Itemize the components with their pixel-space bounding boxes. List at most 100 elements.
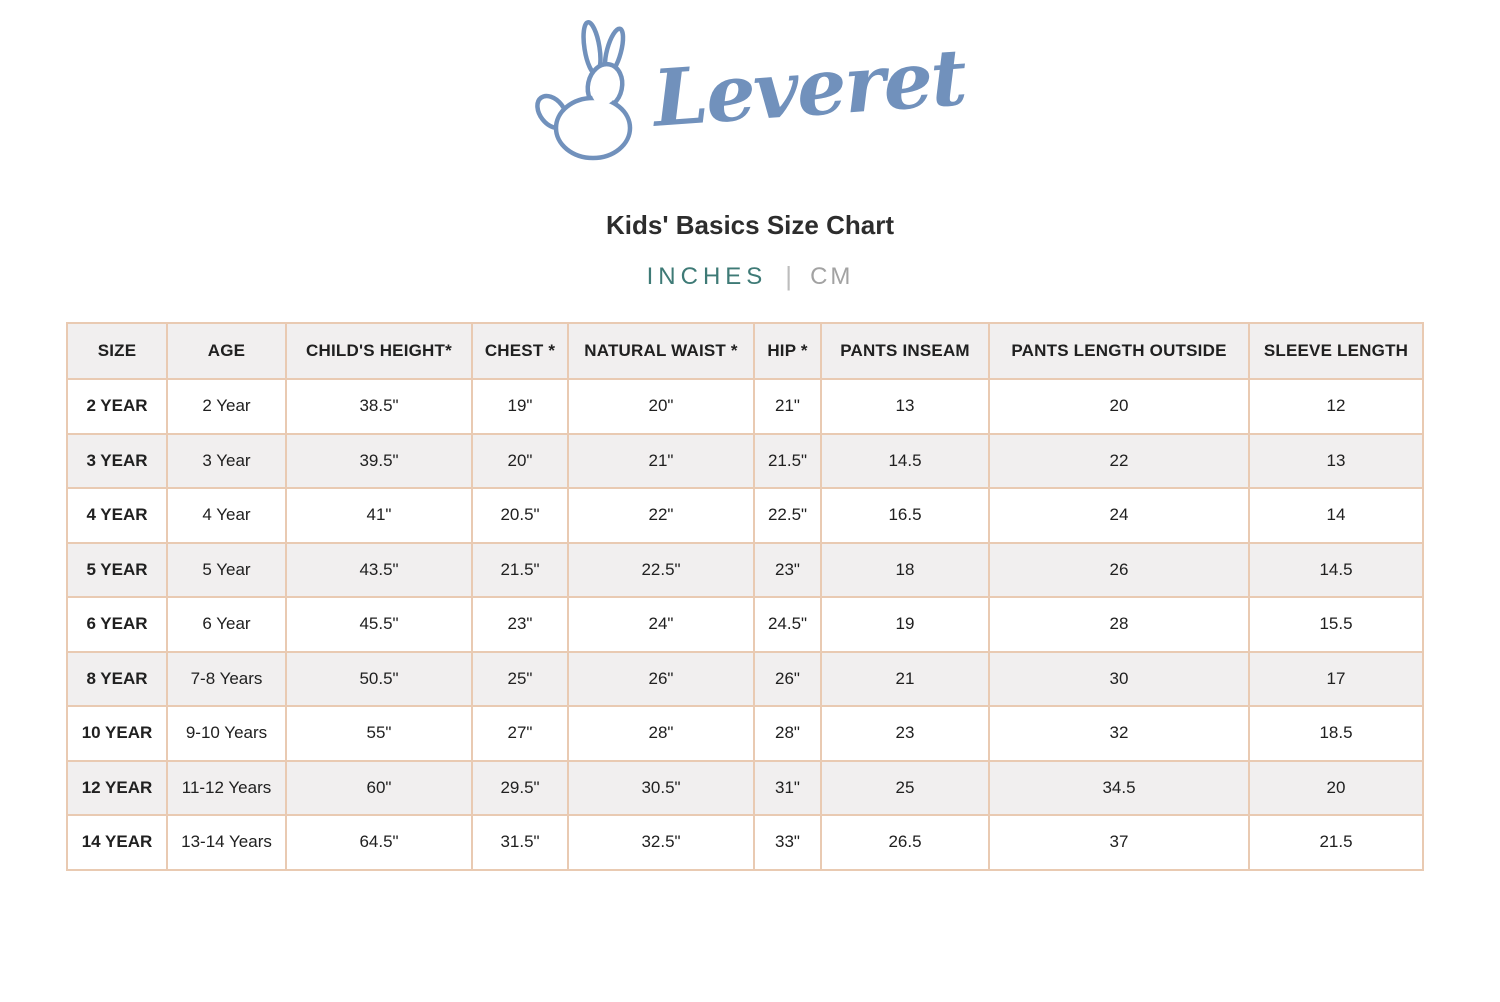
- table-cell: 13: [1248, 432, 1424, 489]
- unit-option-cm[interactable]: CM: [810, 262, 854, 290]
- table-cell: 21.5": [471, 541, 569, 598]
- table-cell: 5 Year: [166, 541, 287, 598]
- table-cell: 15.5: [1248, 596, 1424, 653]
- column-header: CHEST *: [471, 322, 569, 380]
- table-cell: 22.5": [753, 487, 822, 544]
- table-cell: 18: [820, 541, 990, 598]
- table-cell: 55": [285, 705, 473, 762]
- table-cell: 26.5: [820, 814, 990, 871]
- table-cell: 37: [988, 814, 1250, 871]
- table-row: 4 YEAR 4 Year 41" 20.5" 22" 22.5" 16.5 24 14: [66, 487, 1424, 544]
- size-cell: 10 YEAR: [66, 705, 168, 762]
- table-cell: 22: [988, 432, 1250, 489]
- size-cell: 4 YEAR: [66, 487, 168, 544]
- table-row: 5 YEAR 5 Year 43.5" 21.5" 22.5" 23" 18 26 14.5: [66, 541, 1424, 598]
- column-header: NATURAL WAIST *: [567, 322, 755, 380]
- table-cell: 12: [1248, 378, 1424, 435]
- unit-toggle: INCHES | CM: [0, 261, 1500, 292]
- table-cell: 21.5: [1248, 814, 1424, 871]
- table-cell: 33": [753, 814, 822, 871]
- table-cell: 20": [471, 432, 569, 489]
- table-cell: 22.5": [567, 541, 755, 598]
- page-title: Kids' Basics Size Chart: [606, 210, 894, 240]
- table-cell: 43.5": [285, 541, 473, 598]
- table-cell: 30: [988, 650, 1250, 707]
- size-cell: 2 YEAR: [66, 378, 168, 435]
- table-cell: 64.5": [285, 814, 473, 871]
- size-chart-section: SIZE AGE CHILD'S HEIGHT* CHEST * NATURAL WAI…: [66, 322, 1500, 871]
- column-header: SIZE: [66, 322, 168, 380]
- table-cell: 14.5: [820, 432, 990, 489]
- table-cell: 23: [820, 705, 990, 762]
- table-row: 6 YEAR 6 Year 45.5" 23" 24" 24.5" 19 28 15.5: [66, 596, 1424, 653]
- table-cell: 20.5": [471, 487, 569, 544]
- table-cell: 16.5: [820, 487, 990, 544]
- size-cell: 5 YEAR: [66, 541, 168, 598]
- table-row: 2 YEAR 2 Year 38.5" 19" 20" 21" 13 20 12: [66, 378, 1424, 435]
- table-cell: 14.5: [1248, 541, 1424, 598]
- table-cell: 41": [285, 487, 473, 544]
- column-header: AGE: [166, 322, 287, 380]
- table-cell: 32: [988, 705, 1250, 762]
- size-table-head: SIZE AGE CHILD'S HEIGHT* CHEST * NATURAL WAI…: [66, 322, 1424, 380]
- size-cell: 14 YEAR: [66, 814, 168, 871]
- table-cell: 27": [471, 705, 569, 762]
- table-cell: 45.5": [285, 596, 473, 653]
- size-cell: 12 YEAR: [66, 759, 168, 816]
- table-cell: 39.5": [285, 432, 473, 489]
- table-cell: 25": [471, 650, 569, 707]
- table-cell: 60": [285, 759, 473, 816]
- table-cell: 14: [1248, 487, 1424, 544]
- table-cell: 28": [567, 705, 755, 762]
- table-cell: 25: [820, 759, 990, 816]
- table-cell: 34.5: [988, 759, 1250, 816]
- table-cell: 23": [753, 541, 822, 598]
- table-cell: 19: [820, 596, 990, 653]
- table-row: 14 YEAR 13-14 Years 64.5" 31.5" 32.5" 33" 26.5…: [66, 814, 1424, 871]
- table-cell: 9-10 Years: [166, 705, 287, 762]
- table-cell: 20": [567, 378, 755, 435]
- table-row: 3 YEAR 3 Year 39.5" 20" 21" 21.5" 14.5 22 13: [66, 432, 1424, 489]
- table-row: 12 YEAR 11-12 Years 60" 29.5" 30.5" 31" 25 34.5…: [66, 759, 1424, 816]
- bunny-icon: [535, 20, 633, 161]
- table-cell: 32.5": [567, 814, 755, 871]
- table-cell: 38.5": [285, 378, 473, 435]
- table-cell: 13: [820, 378, 990, 435]
- table-cell: 2 Year: [166, 378, 287, 435]
- table-cell: 19": [471, 378, 569, 435]
- brand-wordmark: Leveret: [650, 32, 968, 145]
- size-table: SIZE AGE CHILD'S HEIGHT* CHEST * NATURAL WAI…: [66, 322, 1424, 871]
- column-header: CHILD'S HEIGHT*: [285, 322, 473, 380]
- unit-option-inches[interactable]: INCHES: [646, 262, 768, 290]
- column-header: PANTS INSEAM: [820, 322, 990, 380]
- table-row: 8 YEAR 7-8 Years 50.5" 25" 26" 26" 21 30 17: [66, 650, 1424, 707]
- size-cell: 3 YEAR: [66, 432, 168, 489]
- table-cell: 50.5": [285, 650, 473, 707]
- header-row: SIZE AGE CHILD'S HEIGHT* CHEST * NATURAL WAI…: [66, 322, 1424, 380]
- column-header: SLEEVE LENGTH: [1248, 322, 1424, 380]
- table-row: 10 YEAR 9-10 Years 55" 27" 28" 28" 23 32 18.5: [66, 705, 1424, 762]
- size-cell: 8 YEAR: [66, 650, 168, 707]
- table-cell: 26: [988, 541, 1250, 598]
- table-cell: 21.5": [753, 432, 822, 489]
- size-table-body: 2 YEAR 2 Year 38.5" 19" 20" 21" 13 20 12 3 YEAR 3 …: [66, 378, 1424, 871]
- table-cell: 21": [753, 378, 822, 435]
- table-cell: 17: [1248, 650, 1424, 707]
- table-cell: 26": [753, 650, 822, 707]
- table-cell: 11-12 Years: [166, 759, 287, 816]
- table-cell: 21: [820, 650, 990, 707]
- unit-toggle-divider: |: [785, 261, 793, 291]
- brand-logo: Leveret: [0, 0, 1500, 161]
- table-cell: 13-14 Years: [166, 814, 287, 871]
- table-cell: 24.5": [753, 596, 822, 653]
- table-cell: 20: [1248, 759, 1424, 816]
- column-header: PANTS LENGTH OUTSIDE: [988, 322, 1250, 380]
- table-cell: 18.5: [1248, 705, 1424, 762]
- table-cell: 4 Year: [166, 487, 287, 544]
- size-cell: 6 YEAR: [66, 596, 168, 653]
- table-cell: 21": [567, 432, 755, 489]
- table-cell: 20: [988, 378, 1250, 435]
- table-cell: 23": [471, 596, 569, 653]
- table-cell: 22": [567, 487, 755, 544]
- table-cell: 29.5": [471, 759, 569, 816]
